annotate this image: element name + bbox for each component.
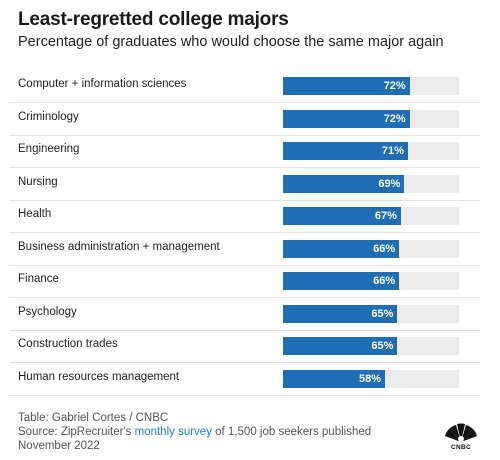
bar-track: 72% (283, 77, 459, 95)
bar-track: 72% (283, 109, 459, 128)
chart-subtitle: Percentage of graduates who would choose… (18, 34, 444, 50)
bar: 65% (283, 304, 398, 323)
source-note: Source: ZipRecruiter's monthly survey of… (18, 425, 418, 453)
row-label: Finance (18, 273, 59, 285)
bar-value-label: 71% (381, 145, 404, 157)
bar: 66% (283, 239, 400, 258)
bar: 71% (283, 142, 408, 160)
bar-value-label: 66% (373, 242, 396, 255)
bar-value-label: 66% (373, 275, 396, 287)
bar: 65% (283, 337, 398, 355)
table-row: Nursing 69% (10, 168, 480, 201)
source-suffix: of 1,500 job seekers published November … (18, 426, 372, 452)
bar-value-label: 69% (378, 177, 401, 190)
bar: 72% (283, 77, 410, 95)
table-row: Engineering 71% (10, 135, 480, 168)
table-row: Psychology 65% (10, 298, 480, 331)
row-label: Nursing (18, 175, 58, 188)
table-row: Construction trades 65% (10, 330, 480, 363)
cnbc-logo-text: CNBC (451, 444, 471, 451)
bar-track: 69% (283, 174, 459, 193)
row-label: Computer + information sciences (18, 78, 187, 90)
bar-track: 66% (283, 272, 459, 290)
bar-value-label: 67% (374, 210, 397, 222)
bar-value-label: 72% (383, 112, 406, 125)
bar-track: 71% (283, 142, 459, 160)
table-row: Business administration + management 66% (10, 233, 480, 266)
bar-track: 67% (283, 207, 459, 225)
bar-value-label: 65% (371, 340, 394, 352)
table-row: Criminology 72% (10, 103, 480, 136)
table-row: Computer + information sciences 72% (10, 70, 480, 103)
table-row: Finance 66% (10, 265, 480, 298)
row-label: Engineering (18, 143, 80, 155)
bar-track: 66% (283, 239, 459, 258)
bar: 67% (283, 207, 401, 225)
row-label: Construction trades (18, 338, 118, 350)
row-label: Criminology (18, 110, 79, 123)
monthly-survey-link[interactable]: monthly survey (134, 426, 212, 438)
bar-value-label: 65% (371, 307, 394, 320)
footer: Table: Gabriel Cortes / CNBC Source: Zip… (18, 411, 418, 453)
bar: 58% (283, 369, 386, 388)
bar: 72% (283, 109, 410, 128)
bar: 66% (283, 272, 400, 290)
row-label: Health (18, 208, 52, 220)
row-label: Business administration + management (18, 240, 220, 253)
bar-value-label: 72% (383, 80, 406, 92)
row-label: Human resources management (18, 370, 180, 383)
cnbc-peacock-icon (445, 423, 477, 442)
cnbc-logo: CNBC (443, 420, 479, 454)
bar-value-label: 58% (359, 372, 382, 385)
bar-track: 58% (283, 369, 459, 388)
table-row: Human resources management 58% (10, 363, 480, 396)
bar-track: 65% (283, 337, 459, 355)
chart-title: Least-regretted college majors (18, 9, 289, 30)
bar-track: 65% (283, 304, 459, 323)
bar: 69% (283, 174, 405, 193)
source-prefix: Source: ZipRecruiter's (18, 426, 135, 438)
table-row: Health 67% (10, 200, 480, 233)
table-credit: Table: Gabriel Cortes / CNBC (18, 412, 169, 424)
row-label: Psychology (18, 305, 77, 318)
